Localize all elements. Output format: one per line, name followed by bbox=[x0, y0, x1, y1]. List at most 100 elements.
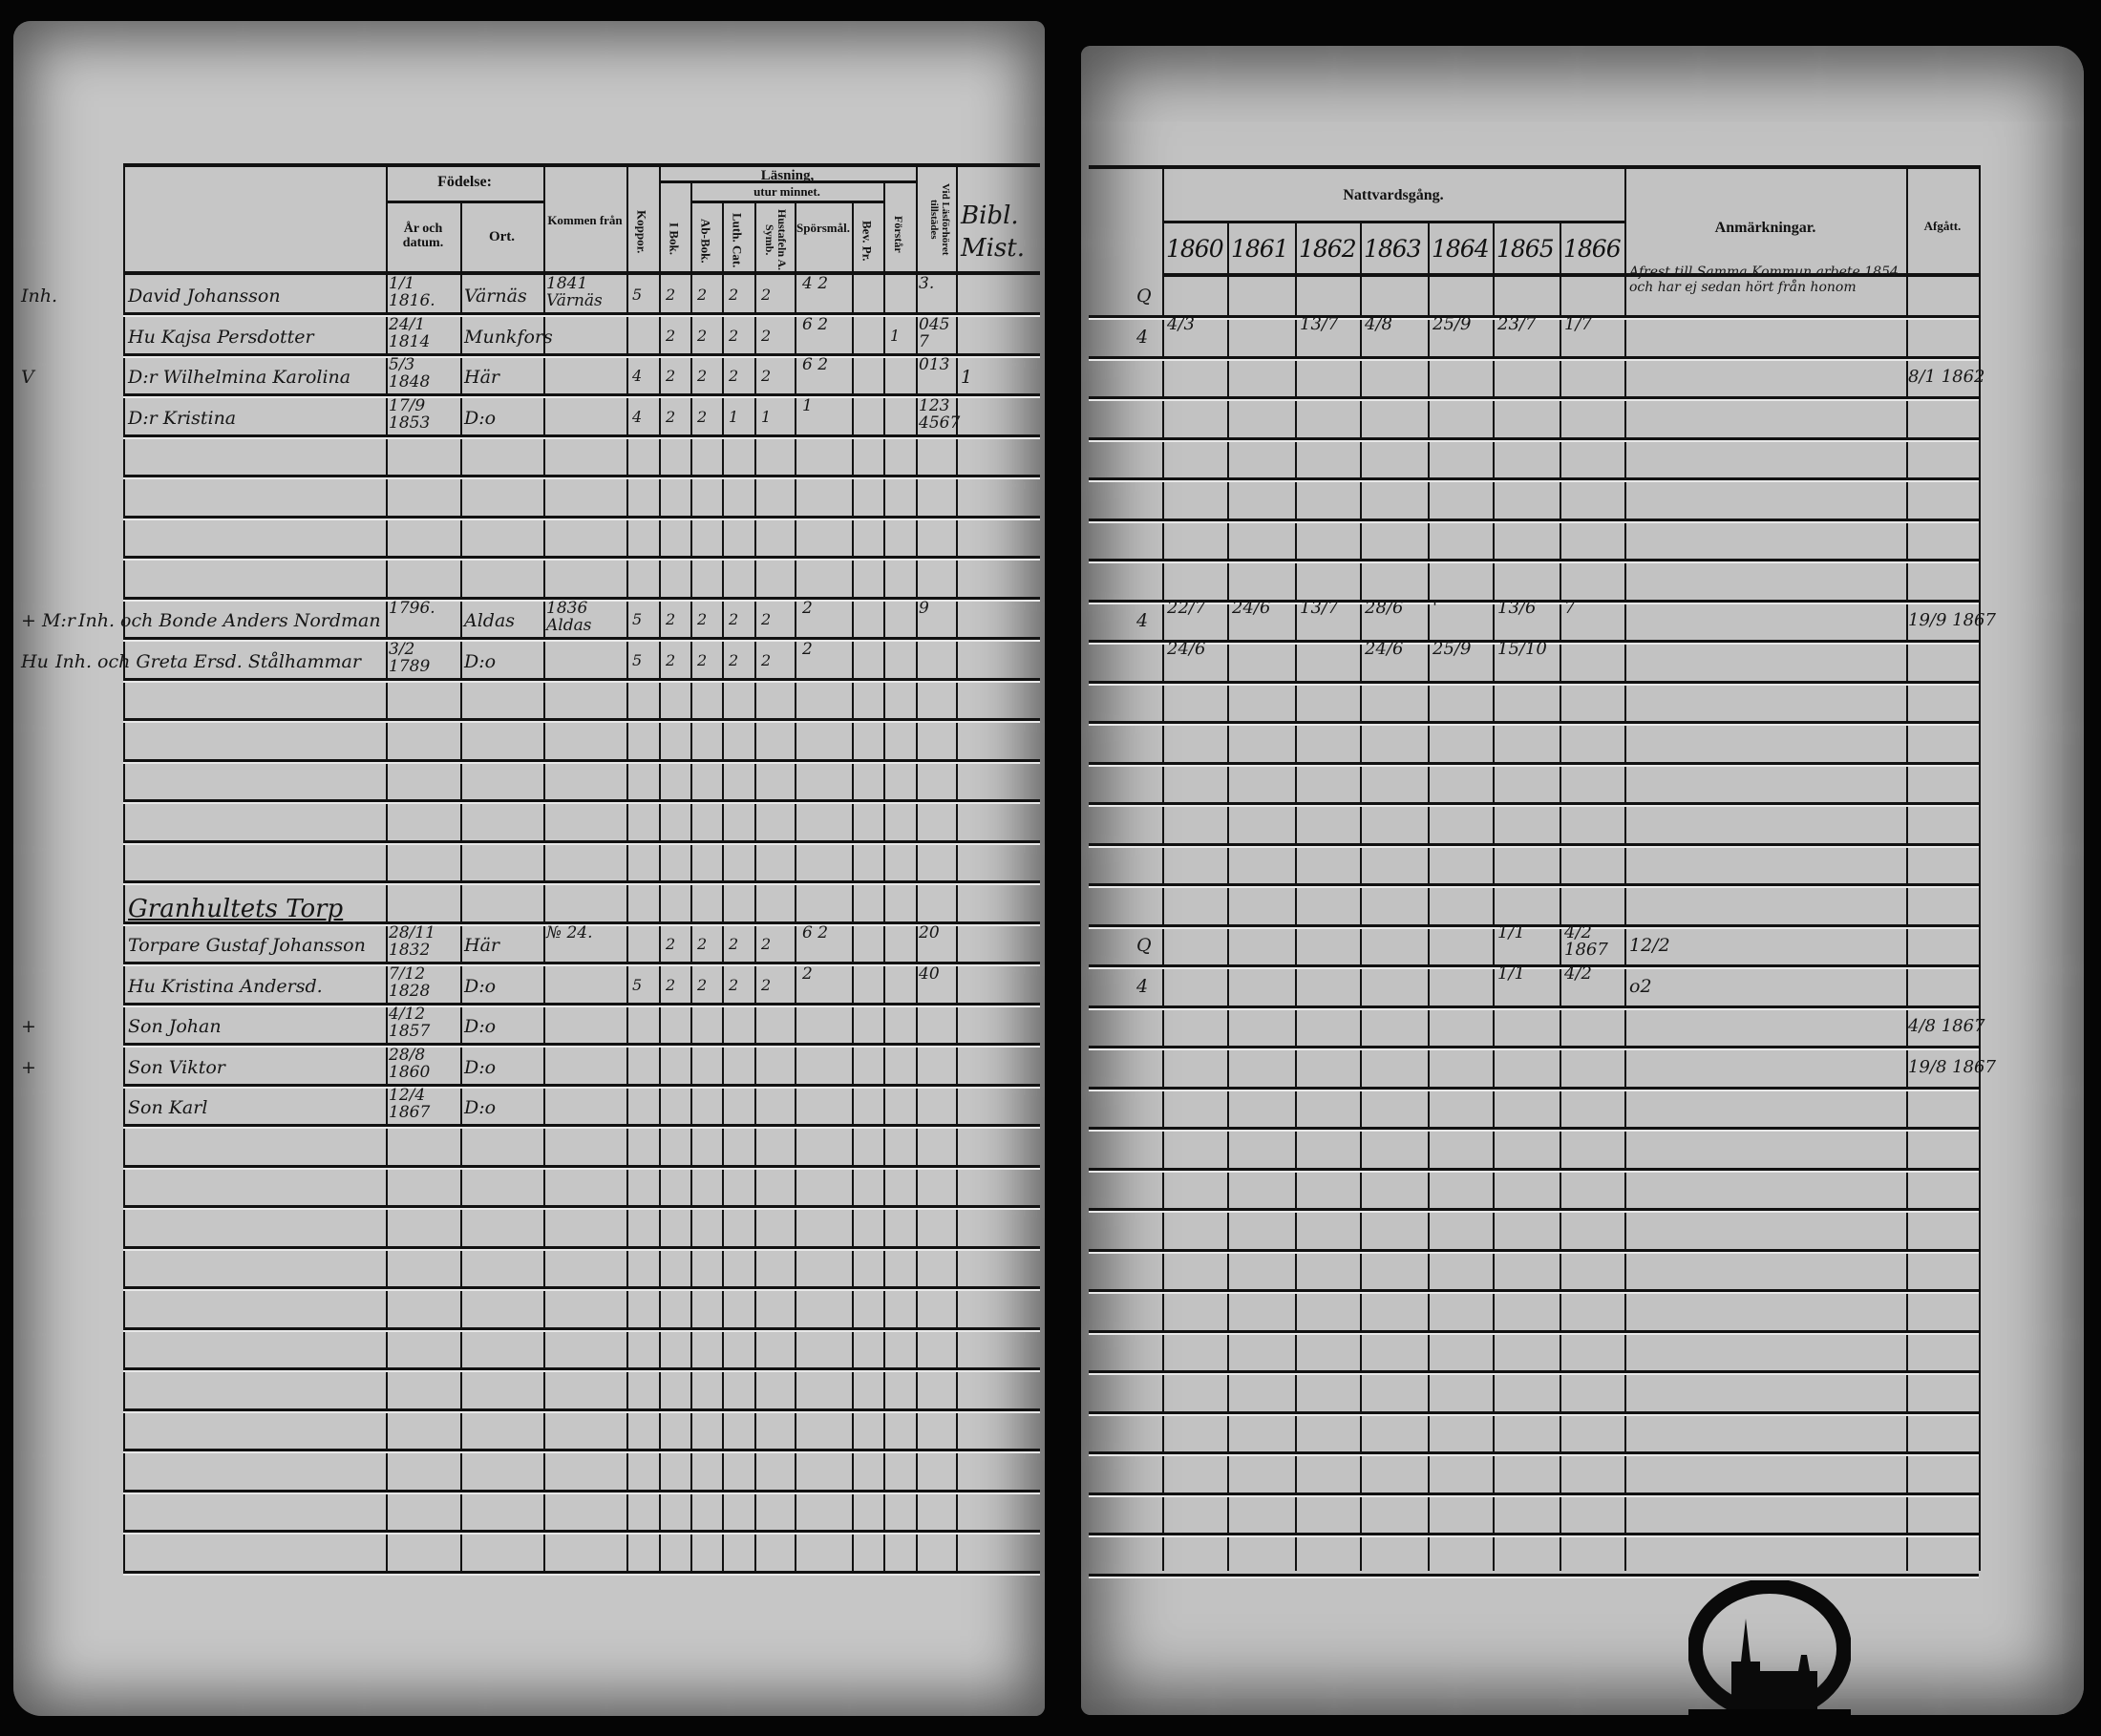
left-cell-name: Torpare Gustaf Johansson bbox=[128, 935, 366, 956]
header-year-1862: 1862 bbox=[1299, 235, 1357, 263]
reading-subrule bbox=[659, 180, 917, 183]
left-cell-spors: 2 bbox=[802, 963, 813, 984]
left-cell-luth: 2 bbox=[729, 650, 739, 669]
left-cell-ibok: 2 bbox=[666, 367, 676, 385]
left-cell-ibok: 2 bbox=[666, 610, 676, 628]
left-cell-year: 1/1 1816. bbox=[389, 274, 435, 310]
row-rule bbox=[123, 718, 1040, 723]
right-cell-margin: Q bbox=[1136, 935, 1152, 956]
communion-date-1862: 13/7 bbox=[1300, 598, 1339, 618]
column-rule bbox=[852, 201, 854, 1571]
left-cell-place: Här bbox=[464, 935, 499, 956]
left-cell-ibok: 2 bbox=[666, 935, 676, 953]
left-cell-hust: 2 bbox=[761, 286, 772, 304]
header-reading: Läsning, bbox=[760, 168, 815, 183]
row-rule bbox=[1089, 883, 1979, 888]
row-rule bbox=[123, 962, 1040, 966]
row-rule bbox=[1089, 1127, 1979, 1132]
row-rule bbox=[123, 1326, 1040, 1332]
header-by-heart: utur minnet. bbox=[753, 184, 820, 199]
row-rule bbox=[1089, 1410, 1979, 1416]
header-year-date: År och datum. bbox=[402, 222, 444, 251]
left-cell-margin: + bbox=[21, 1016, 36, 1037]
column-rule bbox=[1227, 221, 1229, 1571]
right-cell-afg: 4/8 1867 bbox=[1908, 1016, 1985, 1036]
column-rule bbox=[386, 163, 388, 1571]
header-communion: Nattvardsgång. bbox=[1343, 187, 1444, 203]
left-cell-name: D:r Kristina bbox=[128, 407, 237, 429]
left-cell-name: Hu Kajsa Persdotter bbox=[128, 326, 314, 348]
row-rule bbox=[123, 434, 1040, 439]
left-cell-hust: 2 bbox=[761, 610, 772, 628]
header-birth: Födelse: bbox=[437, 174, 492, 190]
left-cell-spors: 2 bbox=[802, 599, 813, 618]
left-cell-ab: 2 bbox=[697, 326, 708, 345]
communion-date-1865: 1/1 bbox=[1497, 922, 1525, 942]
communion-date-1863: 24/6 bbox=[1365, 638, 1404, 659]
left-cell-luth: 1 bbox=[729, 407, 739, 426]
row-rule bbox=[1089, 1370, 1979, 1375]
left-cell-name: Granhultets Torp bbox=[128, 894, 344, 923]
row-rule bbox=[123, 1205, 1040, 1210]
communion-date-1860: 24/6 bbox=[1167, 638, 1206, 659]
row-rule bbox=[1089, 1289, 1979, 1294]
row-rule bbox=[1089, 1573, 1979, 1578]
column-rule bbox=[659, 163, 661, 1571]
left-cell-luth: 2 bbox=[729, 935, 739, 953]
table-top-rule bbox=[123, 163, 1040, 167]
right-cell-afg: 19/9 1867 bbox=[1908, 610, 1996, 630]
column-rule bbox=[1624, 165, 1626, 1571]
left-cell-year: 7/12 1828 bbox=[389, 963, 431, 1001]
row-rule bbox=[1089, 1086, 1979, 1091]
communion-date-1863: 28/6 bbox=[1365, 598, 1404, 618]
left-cell-place: D:o bbox=[464, 407, 497, 429]
left-cell-kopp: 4 bbox=[632, 407, 643, 426]
header-in-book: I Bok. bbox=[667, 222, 682, 255]
header-bev-pr: Bev. Pr. bbox=[860, 220, 875, 262]
communion-date-1862: 13/7 bbox=[1300, 313, 1339, 334]
column-rule bbox=[1295, 221, 1297, 1571]
row-rule bbox=[1089, 396, 1979, 401]
left-cell-margin: V bbox=[21, 367, 34, 388]
left-cell-ibok: 2 bbox=[666, 286, 676, 304]
header-bottom-rule bbox=[123, 271, 1040, 275]
left-cell-vid: 20 bbox=[919, 923, 940, 942]
left-cell-margin: Hu bbox=[21, 650, 49, 672]
column-rule bbox=[883, 180, 885, 1571]
row-rule bbox=[123, 312, 1040, 317]
left-cell-year: 5/3 1848 bbox=[389, 355, 431, 392]
right-cell-margin: Q bbox=[1136, 286, 1152, 307]
row-rule bbox=[1089, 802, 1979, 807]
right-page bbox=[1081, 46, 2084, 1715]
row-rule bbox=[123, 475, 1040, 479]
left-cell-place: D:o bbox=[464, 975, 497, 997]
row-rule bbox=[1089, 761, 1979, 767]
communion-date-1865: 1/1 bbox=[1497, 963, 1525, 984]
column-rule bbox=[626, 163, 628, 1571]
right-cell-margin: 4 bbox=[1136, 610, 1149, 631]
left-cell-ab: 2 bbox=[697, 975, 708, 994]
left-cell-place: Aldas bbox=[464, 610, 516, 631]
row-rule bbox=[1089, 1329, 1979, 1335]
row-rule bbox=[123, 1286, 1040, 1291]
row-rule bbox=[123, 1043, 1040, 1048]
row-rule bbox=[123, 1530, 1040, 1535]
left-page bbox=[13, 21, 1045, 1716]
communion-date-1864: 25/9 bbox=[1432, 638, 1472, 659]
row-rule bbox=[123, 556, 1040, 561]
left-cell-ibok: 2 bbox=[666, 407, 676, 426]
left-cell-year: 3/2 1789 bbox=[389, 639, 431, 676]
left-cell-ab: 2 bbox=[697, 407, 708, 426]
left-cell-forst: 1 bbox=[890, 326, 901, 345]
communion-date-1866: 4/2 bbox=[1564, 963, 1592, 984]
left-cell-kopp: 5 bbox=[632, 610, 643, 628]
row-rule bbox=[123, 637, 1040, 642]
communion-date-1866: 4/2 1867 bbox=[1564, 922, 1608, 960]
left-cell-margin: + bbox=[21, 1056, 36, 1078]
right-cell-margin: 4 bbox=[1136, 975, 1149, 997]
row-rule bbox=[1089, 355, 1979, 361]
header-bottom-rule bbox=[1162, 273, 1979, 277]
left-cell-bibl: 1 bbox=[961, 367, 973, 388]
column-rule bbox=[460, 201, 462, 1571]
header-luth-cat: Luth. Cat. bbox=[730, 213, 745, 268]
